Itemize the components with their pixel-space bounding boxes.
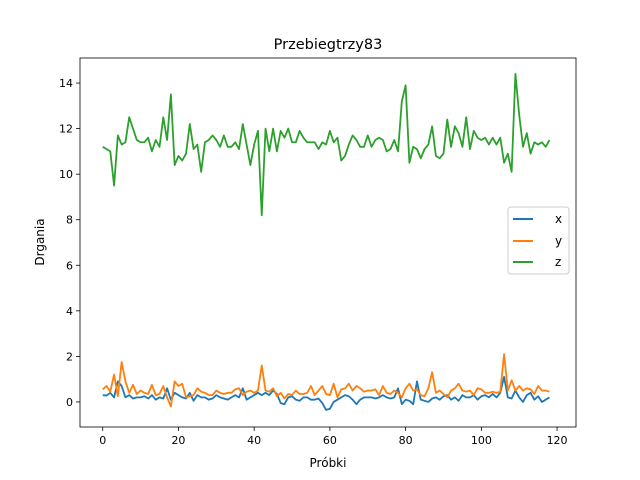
x-axis-label: Próbki bbox=[310, 456, 347, 470]
legend-label-z: z bbox=[555, 255, 561, 269]
y-tick-label: 10 bbox=[59, 168, 73, 181]
y-axis-ticks: 0 2 4 6 8 10 12 14 bbox=[59, 77, 80, 409]
x-tick-label: 60 bbox=[323, 434, 337, 447]
y-axis-label: Drgania bbox=[33, 218, 47, 265]
y-tick-label: 0 bbox=[66, 396, 73, 409]
x-tick-label: 80 bbox=[399, 434, 413, 447]
x-tick-label: 20 bbox=[171, 434, 185, 447]
series-line-y bbox=[102, 353, 550, 408]
x-tick-label: 100 bbox=[471, 434, 492, 447]
x-axis-ticks: 0 20 40 60 80 100 120 bbox=[99, 427, 568, 447]
chart-title: Przebiegtrzy83 bbox=[274, 37, 383, 53]
y-tick-label: 6 bbox=[66, 259, 73, 272]
x-tick-label: 120 bbox=[547, 434, 568, 447]
y-tick-label: 8 bbox=[66, 214, 73, 227]
y-tick-label: 4 bbox=[66, 305, 73, 318]
x-tick-label: 0 bbox=[99, 434, 106, 447]
legend: x y z bbox=[507, 206, 570, 275]
series-layer bbox=[102, 73, 551, 411]
series-line-z bbox=[102, 73, 551, 217]
series-line-x bbox=[102, 375, 550, 411]
legend-label-x: x bbox=[555, 212, 562, 226]
y-tick-label: 14 bbox=[59, 77, 73, 90]
legend-label-y: y bbox=[555, 234, 562, 248]
plot-frame bbox=[79, 57, 577, 428]
y-tick-label: 12 bbox=[59, 123, 73, 136]
y-tick-label: 2 bbox=[66, 350, 73, 363]
x-tick-label: 40 bbox=[247, 434, 261, 447]
legend-box bbox=[507, 206, 570, 275]
